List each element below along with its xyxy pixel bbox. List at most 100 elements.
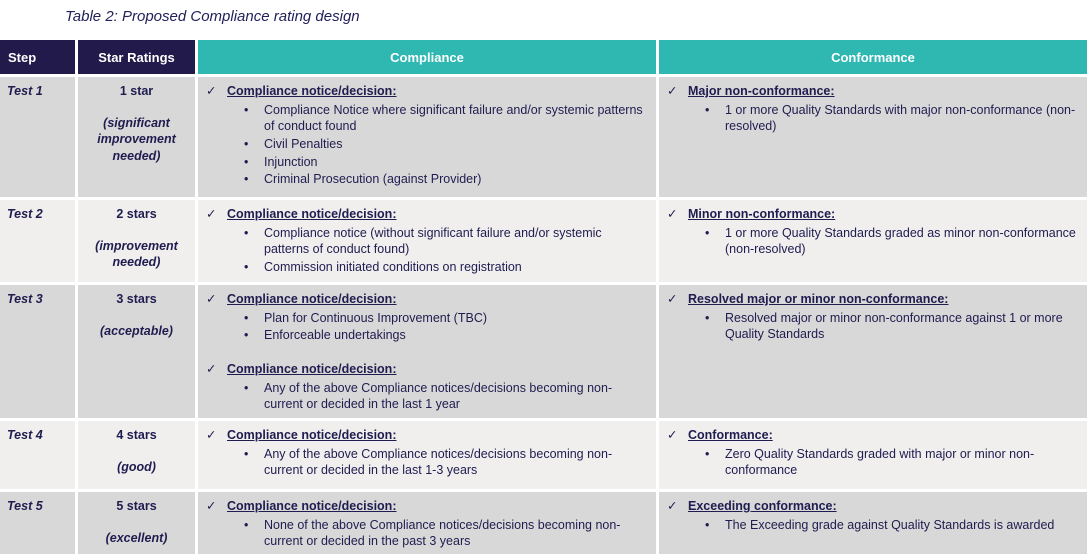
compliance-heading: Compliance notice/decision: xyxy=(227,84,397,98)
star-ratings-cell: 1 star (significant improvement needed) xyxy=(78,77,195,197)
star-rating-note: (improvement needed) xyxy=(95,239,178,270)
bullet-text: Zero Quality Standards graded with major… xyxy=(725,446,1035,478)
bullet-text: 1 or more Quality Standards graded as mi… xyxy=(725,225,1076,257)
bullet-text: Resolved major or minor non-conformance … xyxy=(725,310,1063,342)
conformance-heading: Major non-conformance: xyxy=(688,84,835,98)
block-heading-row: ✓ Compliance notice/decision: xyxy=(204,427,646,444)
bullet-icon: • xyxy=(244,380,249,395)
conformance-cell: ✓ Minor non-conformance: • 1 or more Qualit… xyxy=(659,200,1087,282)
compliance-cell: ✓ Compliance notice/decision: • Any of the … xyxy=(198,421,656,489)
star-rating-note: (acceptable) xyxy=(100,324,173,338)
compliance-block: ✓ Compliance notice/decision: • Compliance … xyxy=(204,206,646,276)
bullet-item: • None of the above Compliance notices/de… xyxy=(242,517,646,550)
bullet-item: • Injunction xyxy=(242,154,646,171)
bullet-list: • Resolved major or minor non-conformance… xyxy=(703,310,1077,343)
star-rating-label: 2 stars xyxy=(116,207,157,221)
compliance-block: ✓ Compliance notice/decision: • Any of the … xyxy=(204,361,646,413)
bullet-list: • Zero Quality Standards graded with majo… xyxy=(703,446,1077,479)
table-caption: Table 2: Proposed Compliance rating desi… xyxy=(65,8,360,25)
star-rating-note: (good) xyxy=(117,460,156,474)
check-icon: ✓ xyxy=(667,428,678,442)
step-cell: Test 1 xyxy=(0,77,75,197)
bullet-item: • 1 or more Quality Standards with major … xyxy=(703,102,1077,135)
bullet-text: Compliance notice (without significant f… xyxy=(264,225,602,257)
block-heading-row: ✓ Compliance notice/decision: xyxy=(204,83,646,100)
bullet-icon: • xyxy=(705,310,710,325)
bullet-text: None of the above Compliance notices/dec… xyxy=(264,517,621,549)
step-cell: Test 5 xyxy=(0,492,75,554)
bullet-icon: • xyxy=(705,517,710,532)
bullet-item: • Any of the above Compliance notices/dec… xyxy=(242,380,646,413)
check-icon: ✓ xyxy=(667,499,678,513)
bullet-list: • 1 or more Quality Standards graded as m… xyxy=(703,225,1077,258)
bullet-icon: • xyxy=(244,310,249,325)
compliance-heading: Compliance notice/decision: xyxy=(227,499,397,513)
conformance-block: ✓ Minor non-conformance: • 1 or more Qualit… xyxy=(665,206,1077,258)
bullet-item: • The Exceeding grade against Quality Sta… xyxy=(703,517,1077,534)
conformance-cell: ✓ Conformance: • Zero Quality Standards gra… xyxy=(659,421,1087,489)
bullet-text: The Exceeding grade against Quality Stan… xyxy=(725,517,1055,532)
bullet-icon: • xyxy=(705,446,710,461)
block-heading-row: ✓ Minor non-conformance: xyxy=(665,206,1077,223)
compliance-cell: ✓ Compliance notice/decision: • None of the… xyxy=(198,492,656,554)
bullet-icon: • xyxy=(244,259,249,274)
block-heading-row: ✓ Compliance notice/decision: xyxy=(204,498,646,515)
block-heading-row: ✓ Exceeding conformance: xyxy=(665,498,1077,515)
bullet-icon: • xyxy=(244,328,249,343)
bullet-item: • Zero Quality Standards graded with majo… xyxy=(703,446,1077,479)
compliance-heading: Compliance notice/decision: xyxy=(227,428,397,442)
conformance-cell: ✓ Resolved major or minor non-conformance… xyxy=(659,285,1087,418)
block-heading-row: ✓ Compliance notice/decision: xyxy=(204,291,646,308)
star-rating-note: (excellent) xyxy=(105,531,168,545)
bullet-list: • None of the above Compliance notices/de… xyxy=(242,517,646,550)
compliance-block: ✓ Compliance notice/decision: • None of the… xyxy=(204,498,646,550)
conformance-heading: Conformance: xyxy=(688,428,773,442)
bullet-icon: • xyxy=(244,154,249,169)
check-icon: ✓ xyxy=(206,207,217,221)
bullet-item: • 1 or more Quality Standards graded as m… xyxy=(703,225,1077,258)
conformance-heading: Minor non-conformance: xyxy=(688,207,836,221)
bullet-icon: • xyxy=(244,102,249,117)
star-ratings-cell: 3 stars (acceptable) xyxy=(78,285,195,418)
bullet-icon: • xyxy=(244,172,249,187)
bullet-item: • Enforceable undertakings xyxy=(242,327,646,344)
compliance-cell: ✓ Compliance notice/decision: • Compliance … xyxy=(198,77,656,197)
star-rating-note: (significant improvement needed) xyxy=(97,116,176,163)
compliance-heading: Compliance notice/decision: xyxy=(227,361,397,376)
compliance-rating-table: Step Star Ratings Compliance Conformance… xyxy=(0,40,1087,554)
bullet-text: Injunction xyxy=(264,154,318,169)
block-heading-row: ✓ Compliance notice/decision: xyxy=(204,361,646,378)
conformance-block: ✓ Exceeding conformance: • The Exceeding gr… xyxy=(665,498,1077,533)
star-rating-label: 5 stars xyxy=(116,499,157,513)
step-cell: Test 4 xyxy=(0,421,75,489)
column-header-conformance: Conformance xyxy=(659,40,1087,74)
conformance-heading: Resolved major or minor non-conformance: xyxy=(688,292,949,306)
column-header-step: Step xyxy=(0,40,75,74)
check-icon: ✓ xyxy=(206,84,217,98)
bullet-list: • Compliance Notice where significant fai… xyxy=(242,102,646,188)
bullet-icon: • xyxy=(244,517,249,532)
bullet-text: Plan for Continuous Improvement (TBC) xyxy=(264,310,488,325)
bullet-item: • Any of the above Compliance notices/dec… xyxy=(242,446,646,479)
bullet-text: Enforceable undertakings xyxy=(264,328,406,343)
star-rating-label: 4 stars xyxy=(116,428,157,442)
step-cell: Test 3 xyxy=(0,285,75,418)
bullet-icon: • xyxy=(705,102,710,117)
star-rating-label: 1 star xyxy=(119,84,154,98)
bullet-list: • Plan for Continuous Improvement (TBC) • E… xyxy=(242,310,646,344)
compliance-block: ✓ Compliance notice/decision: • Compliance … xyxy=(204,83,646,188)
bullet-list: • Any of the above Compliance notices/dec… xyxy=(242,380,646,413)
bullet-icon: • xyxy=(244,225,249,240)
bullet-text: Civil Penalties xyxy=(264,136,343,151)
step-cell: Test 2 xyxy=(0,200,75,282)
compliance-heading: Compliance notice/decision: xyxy=(227,207,397,221)
conformance-block: ✓ Conformance: • Zero Quality Standards gra… xyxy=(665,427,1077,479)
check-icon: ✓ xyxy=(206,292,217,306)
bullet-list: • 1 or more Quality Standards with major … xyxy=(703,102,1077,135)
bullet-text: Any of the above Compliance notices/deci… xyxy=(264,380,613,412)
bullet-item: • Criminal Prosecution (against Provider) xyxy=(242,171,646,188)
bullet-item: • Resolved major or minor non-conformance… xyxy=(703,310,1077,343)
bullet-icon: • xyxy=(244,136,249,151)
compliance-cell: ✓ Compliance notice/decision: • Plan for Co… xyxy=(198,285,656,418)
